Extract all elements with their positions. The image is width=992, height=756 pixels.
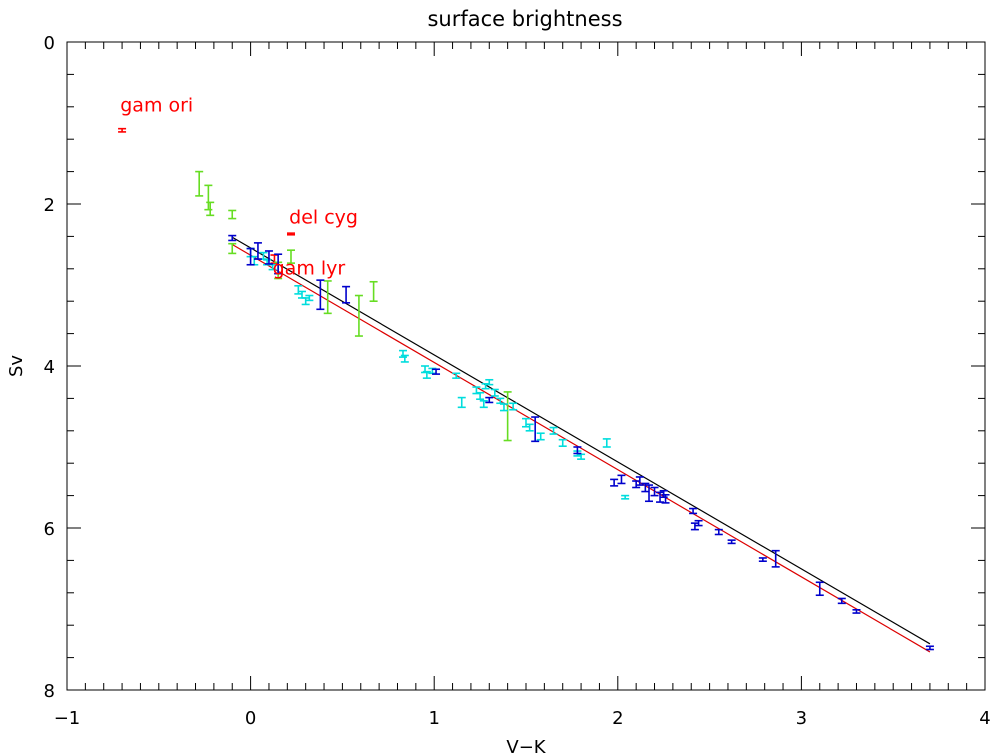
data-point-green bbox=[228, 209, 237, 220]
data-point-blue bbox=[852, 609, 861, 614]
data-point-blue bbox=[617, 474, 626, 485]
data-point-cyan bbox=[577, 453, 586, 460]
data-point-blue bbox=[659, 489, 668, 499]
data-point-red bbox=[286, 232, 295, 236]
x-tick-label: 2 bbox=[612, 708, 623, 729]
fit-line bbox=[231, 236, 931, 645]
data-point-cyan bbox=[305, 294, 314, 302]
data-point-green bbox=[323, 280, 332, 315]
data-point-blue bbox=[690, 522, 699, 531]
data-point-cyan bbox=[268, 263, 277, 271]
data-point-green bbox=[369, 280, 378, 303]
data-point-blue bbox=[264, 250, 273, 265]
data-point-cyan bbox=[536, 432, 545, 441]
data-point-cyan bbox=[301, 297, 310, 306]
data-point-cyan bbox=[476, 391, 485, 401]
data-point-blue bbox=[694, 519, 703, 527]
data-point-blue bbox=[689, 507, 698, 515]
y-tick-label: 8 bbox=[44, 681, 55, 702]
data-point-green bbox=[206, 201, 215, 217]
data-point-cyan bbox=[509, 402, 518, 411]
data-point-blue bbox=[432, 368, 441, 375]
data-point-blue bbox=[635, 476, 644, 486]
star-label: gam lyr bbox=[273, 257, 346, 279]
data-point-cyan bbox=[479, 400, 488, 409]
data-point-cyan bbox=[400, 354, 409, 363]
data-point-blue bbox=[228, 234, 237, 242]
data-point-cyan bbox=[457, 396, 466, 409]
x-tick-label: 3 bbox=[796, 708, 807, 729]
x-tick-label: 4 bbox=[979, 708, 990, 729]
data-point-green bbox=[204, 184, 213, 211]
y-tick-label: 6 bbox=[44, 519, 55, 540]
data-point-blue bbox=[253, 242, 262, 260]
x-tick-label: 1 bbox=[428, 708, 439, 729]
x-axis-label: V−K bbox=[506, 737, 546, 756]
data-point-green bbox=[354, 294, 363, 337]
data-points bbox=[118, 127, 934, 651]
data-point-blue bbox=[485, 396, 494, 404]
data-point-blue bbox=[925, 645, 934, 651]
data-point-blue bbox=[650, 486, 659, 497]
data-point-blue bbox=[632, 480, 641, 489]
data-point-blue bbox=[815, 581, 824, 597]
data-point-cyan bbox=[525, 423, 534, 432]
data-point-blue bbox=[531, 416, 540, 443]
data-point-cyan bbox=[496, 397, 505, 405]
x-tick-label: 0 bbox=[245, 708, 256, 729]
data-point-green bbox=[195, 170, 204, 197]
data-point-blue bbox=[316, 279, 325, 311]
star-label: del cyg bbox=[289, 206, 358, 228]
fit-lines bbox=[231, 236, 931, 653]
star-annotations: gam ori del cyg gam lyr bbox=[120, 95, 358, 280]
data-point-green bbox=[503, 391, 512, 442]
data-point-cyan bbox=[621, 494, 630, 500]
data-point-blue bbox=[274, 253, 283, 275]
data-point-red bbox=[118, 127, 127, 133]
data-point-cyan bbox=[485, 378, 494, 386]
data-point-blue bbox=[610, 478, 619, 487]
fit-line bbox=[231, 243, 931, 653]
data-point-green bbox=[228, 242, 237, 255]
axis-ticks: −1 0 1 2 3 4 0 2 4 6 8 bbox=[44, 33, 991, 729]
y-tick-label: 4 bbox=[44, 357, 55, 378]
data-point-blue bbox=[771, 549, 780, 568]
data-point-cyan bbox=[499, 403, 508, 412]
data-point-cyan bbox=[602, 438, 611, 448]
data-point-cyan bbox=[294, 285, 303, 295]
data-point-blue bbox=[246, 247, 255, 266]
data-point-blue bbox=[661, 493, 670, 504]
data-point-cyan bbox=[422, 370, 431, 379]
y-tick-label: 2 bbox=[44, 195, 55, 216]
star-label: gam ori bbox=[120, 95, 193, 117]
data-point-blue bbox=[645, 484, 654, 503]
data-point-cyan bbox=[250, 255, 259, 266]
data-point-blue bbox=[837, 597, 846, 605]
data-point-cyan bbox=[490, 388, 499, 397]
data-point-blue bbox=[714, 528, 723, 536]
plot-frame bbox=[66, 41, 986, 691]
data-point-cyan bbox=[298, 290, 307, 299]
data-point-cyan bbox=[522, 417, 530, 428]
data-point-blue bbox=[758, 557, 767, 563]
y-axis-label: Sv bbox=[6, 355, 27, 377]
data-point-blue bbox=[342, 285, 351, 304]
data-point-green bbox=[286, 249, 295, 264]
data-point-cyan bbox=[549, 426, 558, 435]
chart-title: surface brightness bbox=[427, 7, 622, 31]
data-point-cyan bbox=[452, 372, 461, 379]
data-point-cyan bbox=[558, 438, 567, 447]
data-point-blue bbox=[727, 539, 736, 545]
y-tick-label: 0 bbox=[44, 33, 55, 54]
data-point-blue bbox=[573, 446, 582, 455]
x-tick-label: −1 bbox=[54, 708, 81, 729]
